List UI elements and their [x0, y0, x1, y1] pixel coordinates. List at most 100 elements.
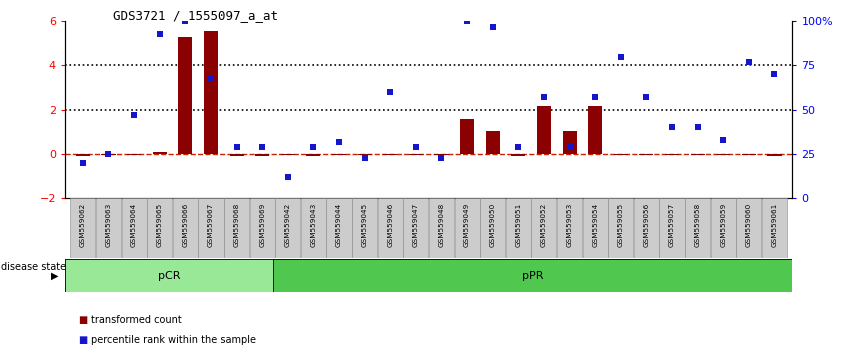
Bar — [588, 107, 602, 154]
Text: GSM559059: GSM559059 — [721, 203, 727, 247]
Text: GSM559044: GSM559044 — [336, 203, 342, 247]
Point — [178, 18, 192, 24]
Bar — [121, 198, 146, 258]
Text: GSM559047: GSM559047 — [413, 203, 419, 247]
Bar — [762, 198, 787, 258]
Bar — [506, 198, 531, 258]
Text: GSM559061: GSM559061 — [772, 203, 778, 247]
Bar — [614, 154, 628, 155]
Point — [716, 137, 730, 143]
Text: GSM559065: GSM559065 — [157, 203, 163, 247]
Bar — [532, 198, 557, 258]
Text: ▶: ▶ — [51, 271, 59, 281]
Point — [486, 24, 500, 29]
Point — [639, 95, 653, 100]
Text: ■: ■ — [78, 335, 87, 345]
Text: GSM559053: GSM559053 — [566, 203, 572, 247]
Bar — [455, 198, 480, 258]
Bar — [378, 198, 403, 258]
Point — [255, 144, 269, 150]
Bar — [583, 198, 608, 258]
Bar — [685, 198, 710, 258]
Text: GSM559054: GSM559054 — [592, 203, 598, 247]
Text: ■: ■ — [78, 315, 87, 325]
Text: GSM559043: GSM559043 — [310, 203, 316, 247]
Bar — [147, 198, 172, 258]
Bar — [224, 198, 249, 258]
Text: transformed count: transformed count — [91, 315, 182, 325]
Text: GDS3721 / 1555097_a_at: GDS3721 / 1555097_a_at — [113, 9, 278, 22]
Text: GSM559046: GSM559046 — [387, 203, 393, 247]
Bar — [70, 198, 95, 258]
Bar — [429, 198, 454, 258]
Point — [665, 125, 679, 130]
Text: GSM559064: GSM559064 — [131, 203, 137, 247]
Bar — [249, 198, 275, 258]
Bar — [204, 31, 218, 154]
Bar — [281, 154, 294, 155]
Point — [101, 151, 115, 157]
Point — [691, 125, 705, 130]
Text: GSM559068: GSM559068 — [234, 203, 240, 247]
Text: GSM559066: GSM559066 — [183, 203, 188, 247]
Bar — [178, 37, 192, 154]
Text: GSM559056: GSM559056 — [643, 203, 650, 247]
Bar — [711, 198, 736, 258]
Text: GSM559049: GSM559049 — [464, 203, 470, 247]
Bar — [486, 131, 500, 154]
Text: GSM559062: GSM559062 — [80, 203, 86, 247]
Point — [742, 59, 756, 65]
Point — [152, 31, 166, 36]
Point — [563, 144, 577, 150]
Point — [204, 75, 218, 81]
Bar — [273, 259, 792, 292]
Bar — [639, 154, 654, 155]
Text: pCR: pCR — [158, 271, 180, 281]
Point — [767, 72, 781, 77]
Text: GSM559060: GSM559060 — [746, 203, 752, 247]
Text: GSM559069: GSM559069 — [259, 203, 265, 247]
Text: GSM559052: GSM559052 — [541, 203, 547, 247]
Point — [460, 18, 474, 24]
Text: GSM559058: GSM559058 — [695, 203, 701, 247]
Point — [384, 89, 397, 95]
Bar — [152, 152, 167, 154]
Bar — [736, 198, 761, 258]
Bar — [101, 154, 115, 155]
Bar — [229, 154, 243, 156]
Text: GSM559057: GSM559057 — [669, 203, 675, 247]
Text: GSM559067: GSM559067 — [208, 203, 214, 247]
Text: GSM559048: GSM559048 — [438, 203, 444, 247]
Point — [358, 155, 372, 160]
Bar — [716, 154, 730, 155]
Bar — [76, 154, 90, 156]
Point — [127, 112, 141, 118]
Bar — [537, 107, 551, 154]
Bar — [173, 198, 198, 258]
Bar — [127, 154, 141, 155]
Text: GSM559051: GSM559051 — [515, 203, 521, 247]
Bar — [358, 154, 372, 155]
Point — [76, 160, 90, 166]
Point — [588, 95, 602, 100]
Text: pPR: pPR — [522, 271, 543, 281]
Bar — [198, 198, 223, 258]
Bar — [255, 154, 269, 156]
Text: GSM559055: GSM559055 — [617, 203, 624, 247]
Point — [409, 144, 423, 150]
Point — [281, 174, 294, 180]
Bar — [383, 154, 397, 155]
Bar — [352, 198, 378, 258]
Bar — [275, 198, 301, 258]
Text: GSM559045: GSM559045 — [362, 203, 368, 247]
Text: GSM559050: GSM559050 — [489, 203, 495, 247]
Text: GSM559063: GSM559063 — [106, 203, 112, 247]
Bar — [404, 198, 429, 258]
Bar — [326, 198, 352, 258]
Bar — [65, 259, 273, 292]
Bar — [460, 119, 475, 154]
Bar — [480, 198, 505, 258]
Bar — [563, 131, 577, 154]
Bar — [767, 154, 781, 156]
Bar — [659, 198, 684, 258]
